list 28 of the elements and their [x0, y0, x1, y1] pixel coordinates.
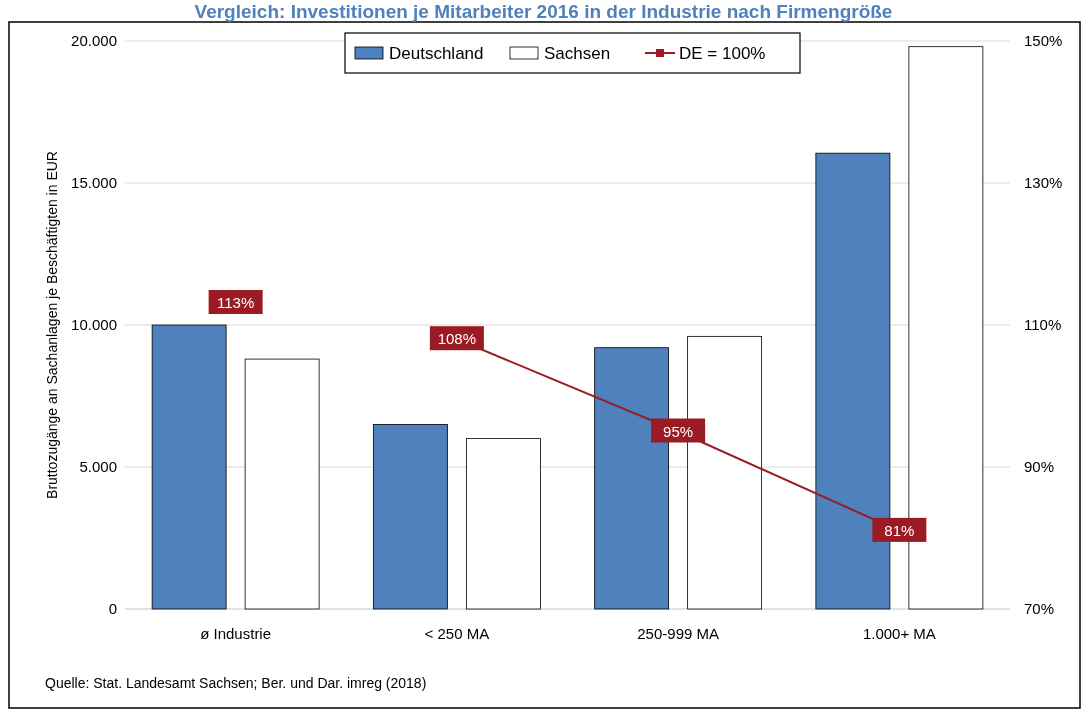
x-tick-label: 1.000+ MA	[862, 625, 936, 642]
annotation: 113%	[216, 294, 255, 311]
x-tick-label: 250-999 MA	[637, 625, 719, 642]
chart-title: Vergleich: Investitionen je Mitarbeiter 2016 in der Industrie nach Firmengröße	[194, 1, 893, 22]
data-label: 81%	[884, 521, 915, 539]
legend-label: Deutschland	[389, 44, 484, 63]
y-tick-label: 20.000	[71, 32, 117, 49]
x-tick-label: < 250 MA	[424, 625, 490, 642]
bar	[372, 424, 448, 610]
bar	[151, 324, 227, 610]
y-tick-label: 15.000	[71, 174, 117, 191]
y2-tick-label: 90%	[1024, 458, 1055, 475]
legend-label: DE = 100%	[679, 44, 766, 63]
y-tick-label: 0	[108, 600, 117, 617]
y2-tick-label: 130%	[1024, 174, 1063, 191]
bar	[244, 358, 320, 610]
y2-tick-label: 70%	[1024, 600, 1055, 617]
x-tick-label: ø Industrie	[200, 625, 272, 642]
data-label: 108%	[437, 330, 477, 348]
y2-tick-label: 150%	[1024, 32, 1063, 49]
source-note: Quelle: Stat. Landesamt Sachsen; Ber. und Dar. imreg (2018)	[45, 675, 427, 691]
y-tick-label: 5.000	[79, 458, 117, 475]
y2-tick-label: 110%	[1024, 316, 1062, 333]
legend-label: Sachsen	[544, 44, 611, 63]
y-tick-label: 10.000	[71, 316, 117, 333]
data-label: 95%	[663, 422, 694, 440]
bar	[465, 438, 541, 610]
y-axis-title: Bruttozugänge an Sachanlagen je Beschäftigten in EUR	[44, 151, 60, 499]
